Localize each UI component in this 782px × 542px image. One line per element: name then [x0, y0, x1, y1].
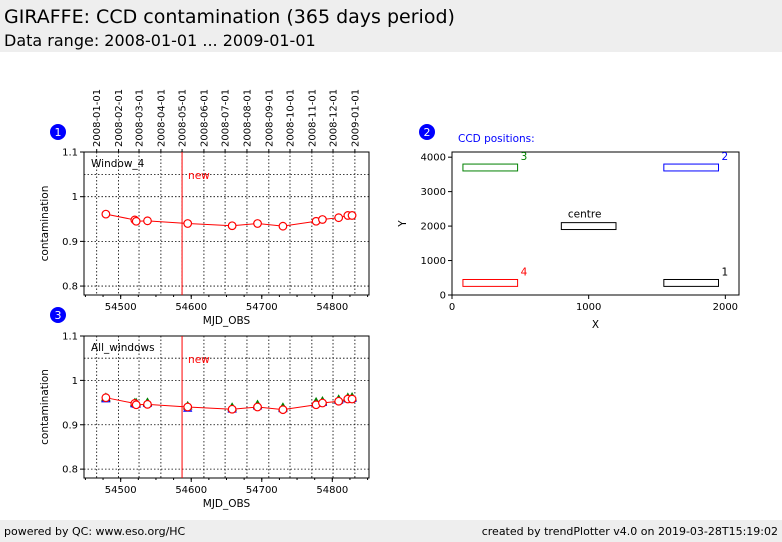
panel-3-data-point-window-4 [347, 394, 357, 404]
panel-1-date-label: 2008-05-01 [178, 89, 189, 147]
panel-1-y-tick-label: 0.8 [62, 282, 78, 293]
panel-3-new-marker-label: new [188, 354, 210, 366]
panel-1-frame [83, 151, 370, 296]
panel-1-date-label: 2008-10-01 [285, 89, 296, 147]
panel-1-data-point [183, 219, 193, 228]
panel-1-panel: 54500 54600 54700 548000.80.911.1MJD_OBScon… [39, 89, 370, 327]
panel-2-window-3 [462, 163, 519, 172]
panel-3-data-point-window-4 [183, 402, 193, 412]
panel-3-y-tick-label: 1 [72, 376, 78, 387]
panel-3-data-point-window-4 [131, 400, 141, 410]
panel-1-window-label: Window_4 [91, 158, 145, 170]
panel-2-window-label-3: 3 [521, 151, 528, 163]
panel-1-data-point [334, 213, 344, 223]
panel-1-data-point [131, 216, 141, 226]
panel-2-badge [419, 124, 435, 140]
panel-1-y-tick-label: 1.1 [62, 148, 78, 159]
panel-3-x-tick-label: 54500 [105, 485, 137, 496]
panel-1-data-point [347, 211, 357, 220]
panel-2-window-2 [663, 163, 719, 172]
panel-2-y-tick-label: 2000 [421, 222, 446, 233]
panel-1-y-tick-label: 1 [72, 192, 78, 203]
panel-3-data-point-window-4 [253, 402, 262, 412]
panel-1-x-tick-label: 54500 [105, 302, 137, 313]
panel-1-x-tick-label: 54700 [246, 302, 278, 313]
panel-2-y-tick-label: 3000 [421, 187, 446, 198]
panel-1-data-point [278, 221, 288, 231]
panel-1-date-label: 2008-04-01 [156, 89, 167, 147]
panel-1-ylabel: contamination [39, 186, 51, 262]
report-subtitle: Data range: 2008-01-01 ... 2009-01-01 [4, 31, 316, 50]
panel-3-x-tick-label: 54800 [316, 485, 348, 496]
panel-2-window-label-centre: centre [568, 209, 602, 221]
panel-3-x-tick-label: 54700 [246, 485, 278, 496]
panel-2-x-tick-label: 1000 [576, 302, 601, 313]
report-title: GIRAFFE: CCD contamination (365 days per… [4, 6, 455, 28]
panel-2-title: CCD positions: [458, 133, 535, 145]
report-header: GIRAFFE: CCD contamination (365 days per… [0, 0, 782, 52]
panel-2-panel: 0 1000 2000 0 1000 2000 3000 4000 X Y CCD position… [397, 133, 740, 331]
panel-3-data-point-window-4 [101, 393, 111, 403]
footer-created-by: created by trendPlotter v4.0 on 2019-03-… [481, 525, 778, 538]
panel-3-badge [50, 307, 66, 323]
panel-1-date-label: 2008-09-01 [264, 89, 275, 147]
panel-3-y-tick-label: 0.8 [62, 465, 78, 476]
panel-1-date-label: 2008-01-01 [92, 89, 103, 147]
panel-2-y-tick-label: 4000 [421, 153, 446, 164]
panel-2-window-centre [560, 222, 617, 231]
panel-1-y-tick-label: 0.9 [62, 237, 78, 248]
panel-1-date-label: 2008-11-01 [307, 89, 318, 147]
panel-2-ylabel: Y [397, 220, 409, 228]
panel-3-xlabel: MJD_OBS [203, 498, 251, 510]
panel-3-panel: 54500 54600 54700 54800 0.8 0.9 1 1.1 MJD_OBS con… [39, 332, 370, 510]
footer-powered-by: powered by QC: www.eso.org/HC [4, 525, 186, 538]
panel-1-data-point [253, 219, 262, 228]
panel-3-badge-label: 3 [55, 309, 62, 322]
panel-1-data-point [101, 209, 111, 219]
panel-1-date-label: 2008-02-01 [114, 89, 125, 147]
panel-1-badge [50, 124, 66, 140]
panel-1-date-label: 2008-08-01 [242, 89, 253, 147]
panel-3-ylabel: contamination [39, 369, 51, 445]
panel-2-x-tick-label: 2000 [713, 302, 738, 313]
panel-1-date-label: 2008-07-01 [221, 89, 232, 147]
panel-3-x-tick-label: 54600 [175, 485, 207, 496]
panel-3-y-tick-label: 1.1 [62, 332, 78, 343]
panel-1-xlabel: MJD_OBS [203, 315, 251, 327]
panel-1-date-label: 2009-01-01 [350, 89, 361, 147]
panel-2-window-label-1: 1 [722, 266, 729, 278]
panel-1-data-point [227, 221, 237, 231]
panel-1-date-label: 2008-03-01 [135, 89, 146, 147]
report-footer: powered by QC: www.eso.org/HC created by… [0, 520, 782, 542]
panel-1-new-marker-label: new [188, 170, 210, 182]
panel-2-y-tick-label: 1000 [421, 256, 446, 267]
panel-1-x-tick-label: 54800 [316, 302, 348, 313]
panel-2-window-label-2: 2 [722, 151, 729, 163]
panel-1-data-point [318, 215, 327, 224]
panel-2-xlabel: X [592, 319, 599, 331]
panel-2-badge-label: 2 [424, 126, 431, 139]
panel-1-date-label: 2008-06-01 [199, 89, 210, 147]
panel-3-data-point-window-4 [278, 405, 288, 415]
panel-3-y-tick-label: 0.9 [62, 420, 78, 431]
panel-3-frame [83, 335, 370, 479]
panel-1-x-tick-label: 54600 [175, 302, 207, 313]
panel-1-data-point [143, 216, 152, 226]
panel-2-x-tick-label: 0 [449, 302, 455, 313]
panel-2-window-1 [663, 278, 719, 287]
panel-3-window-label: All_windows [91, 342, 155, 354]
panel-2-window-4 [462, 278, 519, 287]
panel-1-date-label: 2008-12-01 [329, 89, 340, 147]
panel-3-data-point-window-4 [334, 396, 344, 406]
panel-3-data-point-window-4 [143, 399, 152, 409]
panel-3-data-point-window-4 [227, 404, 237, 414]
panel-2-y-tick-label: 0 [440, 291, 446, 302]
panel-2-window-label-4: 4 [521, 266, 528, 278]
panel-3-data-point-window-4 [318, 398, 327, 408]
panel-1-badge-label: 1 [55, 126, 62, 139]
panel-2-frame [451, 151, 740, 296]
